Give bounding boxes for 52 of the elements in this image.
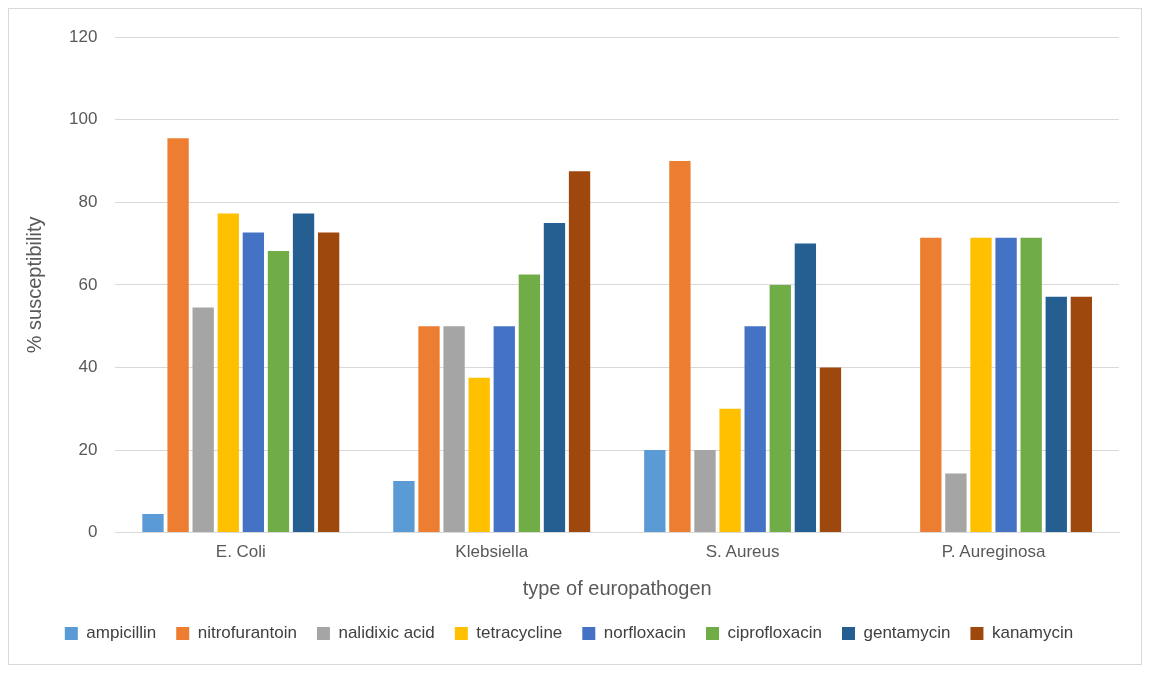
bar — [769, 284, 791, 533]
y-tick-label: 100 — [68, 109, 98, 129]
bar — [543, 222, 566, 533]
bar — [568, 171, 591, 533]
bar — [945, 473, 967, 533]
bar — [393, 481, 415, 533]
bar — [493, 326, 515, 533]
bar — [1045, 296, 1067, 533]
legend-label: ampicillin — [86, 623, 157, 643]
bar — [1070, 296, 1093, 533]
bar — [267, 251, 290, 533]
bar — [794, 243, 817, 533]
bar — [669, 161, 691, 533]
y-tick-label: 20 — [78, 439, 98, 459]
bar — [719, 408, 741, 533]
legend-label: kanamycin — [991, 623, 1074, 643]
bar — [744, 326, 766, 533]
legend-label: norfloxacin — [603, 623, 687, 643]
bar — [819, 367, 842, 533]
bar — [192, 307, 214, 533]
legend-label: tetracycline — [476, 623, 563, 643]
bar — [970, 237, 992, 533]
y-tick-label: 60 — [78, 274, 98, 294]
bar — [644, 450, 666, 533]
x-axis-title: type of europathogen — [522, 576, 712, 599]
x-tick-label: P. Aureginosa — [941, 542, 1046, 562]
bar — [142, 514, 164, 533]
x-tick-label: S. Aureus — [705, 542, 780, 562]
x-tick-label: Klebsiella — [455, 542, 529, 562]
y-tick-label: 80 — [78, 192, 98, 212]
bar — [443, 326, 465, 533]
legend-label: gentamycin — [863, 623, 951, 643]
bar — [920, 237, 942, 533]
bar — [292, 213, 315, 533]
x-tick-label: E. Coli — [215, 542, 266, 562]
bar — [217, 213, 239, 533]
bar — [242, 232, 265, 533]
y-tick-label: 0 — [87, 522, 98, 542]
bar — [167, 138, 189, 533]
bar — [995, 237, 1017, 533]
bar — [1020, 237, 1042, 533]
y-tick-label: 40 — [78, 357, 98, 377]
y-axis-title: % susceptibility — [22, 216, 45, 354]
bar — [317, 232, 340, 533]
bar — [418, 326, 440, 533]
legend-label: nalidixic acid — [338, 623, 435, 643]
bar — [694, 450, 716, 533]
legend-label: ciprofloxacin — [727, 623, 823, 643]
y-tick-label: 120 — [68, 26, 98, 46]
bar — [468, 377, 490, 533]
legend-label: nitrofurantoin — [197, 623, 297, 643]
bar — [518, 274, 541, 533]
